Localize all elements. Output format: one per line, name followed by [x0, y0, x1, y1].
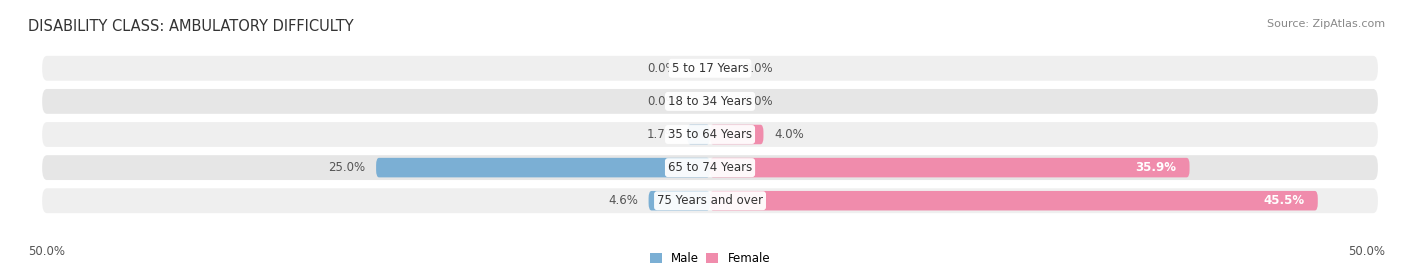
- Text: 35.9%: 35.9%: [1135, 161, 1177, 174]
- FancyBboxPatch shape: [42, 56, 1378, 81]
- Text: 50.0%: 50.0%: [28, 245, 65, 258]
- Text: 5 to 17 Years: 5 to 17 Years: [672, 62, 748, 75]
- Text: Source: ZipAtlas.com: Source: ZipAtlas.com: [1267, 19, 1385, 29]
- Text: 65 to 74 Years: 65 to 74 Years: [668, 161, 752, 174]
- Text: 25.0%: 25.0%: [328, 161, 366, 174]
- FancyBboxPatch shape: [710, 191, 1317, 210]
- FancyBboxPatch shape: [710, 125, 763, 144]
- FancyBboxPatch shape: [688, 125, 710, 144]
- FancyBboxPatch shape: [375, 158, 710, 177]
- FancyBboxPatch shape: [710, 158, 1189, 177]
- FancyBboxPatch shape: [42, 155, 1378, 180]
- Text: 0.0%: 0.0%: [744, 62, 773, 75]
- Text: 0.0%: 0.0%: [744, 95, 773, 108]
- FancyBboxPatch shape: [42, 122, 1378, 147]
- Text: 75 Years and over: 75 Years and over: [657, 194, 763, 207]
- Text: 4.6%: 4.6%: [607, 194, 638, 207]
- Text: 0.0%: 0.0%: [647, 95, 676, 108]
- Text: 4.0%: 4.0%: [775, 128, 804, 141]
- Text: 0.0%: 0.0%: [647, 62, 676, 75]
- Legend: Male, Female: Male, Female: [645, 247, 775, 269]
- Text: 50.0%: 50.0%: [1348, 245, 1385, 258]
- FancyBboxPatch shape: [648, 191, 710, 210]
- Text: DISABILITY CLASS: AMBULATORY DIFFICULTY: DISABILITY CLASS: AMBULATORY DIFFICULTY: [28, 19, 354, 34]
- Text: 18 to 34 Years: 18 to 34 Years: [668, 95, 752, 108]
- FancyBboxPatch shape: [42, 89, 1378, 114]
- Text: 1.7%: 1.7%: [647, 128, 676, 141]
- Text: 35 to 64 Years: 35 to 64 Years: [668, 128, 752, 141]
- FancyBboxPatch shape: [42, 188, 1378, 213]
- Text: 45.5%: 45.5%: [1264, 194, 1305, 207]
